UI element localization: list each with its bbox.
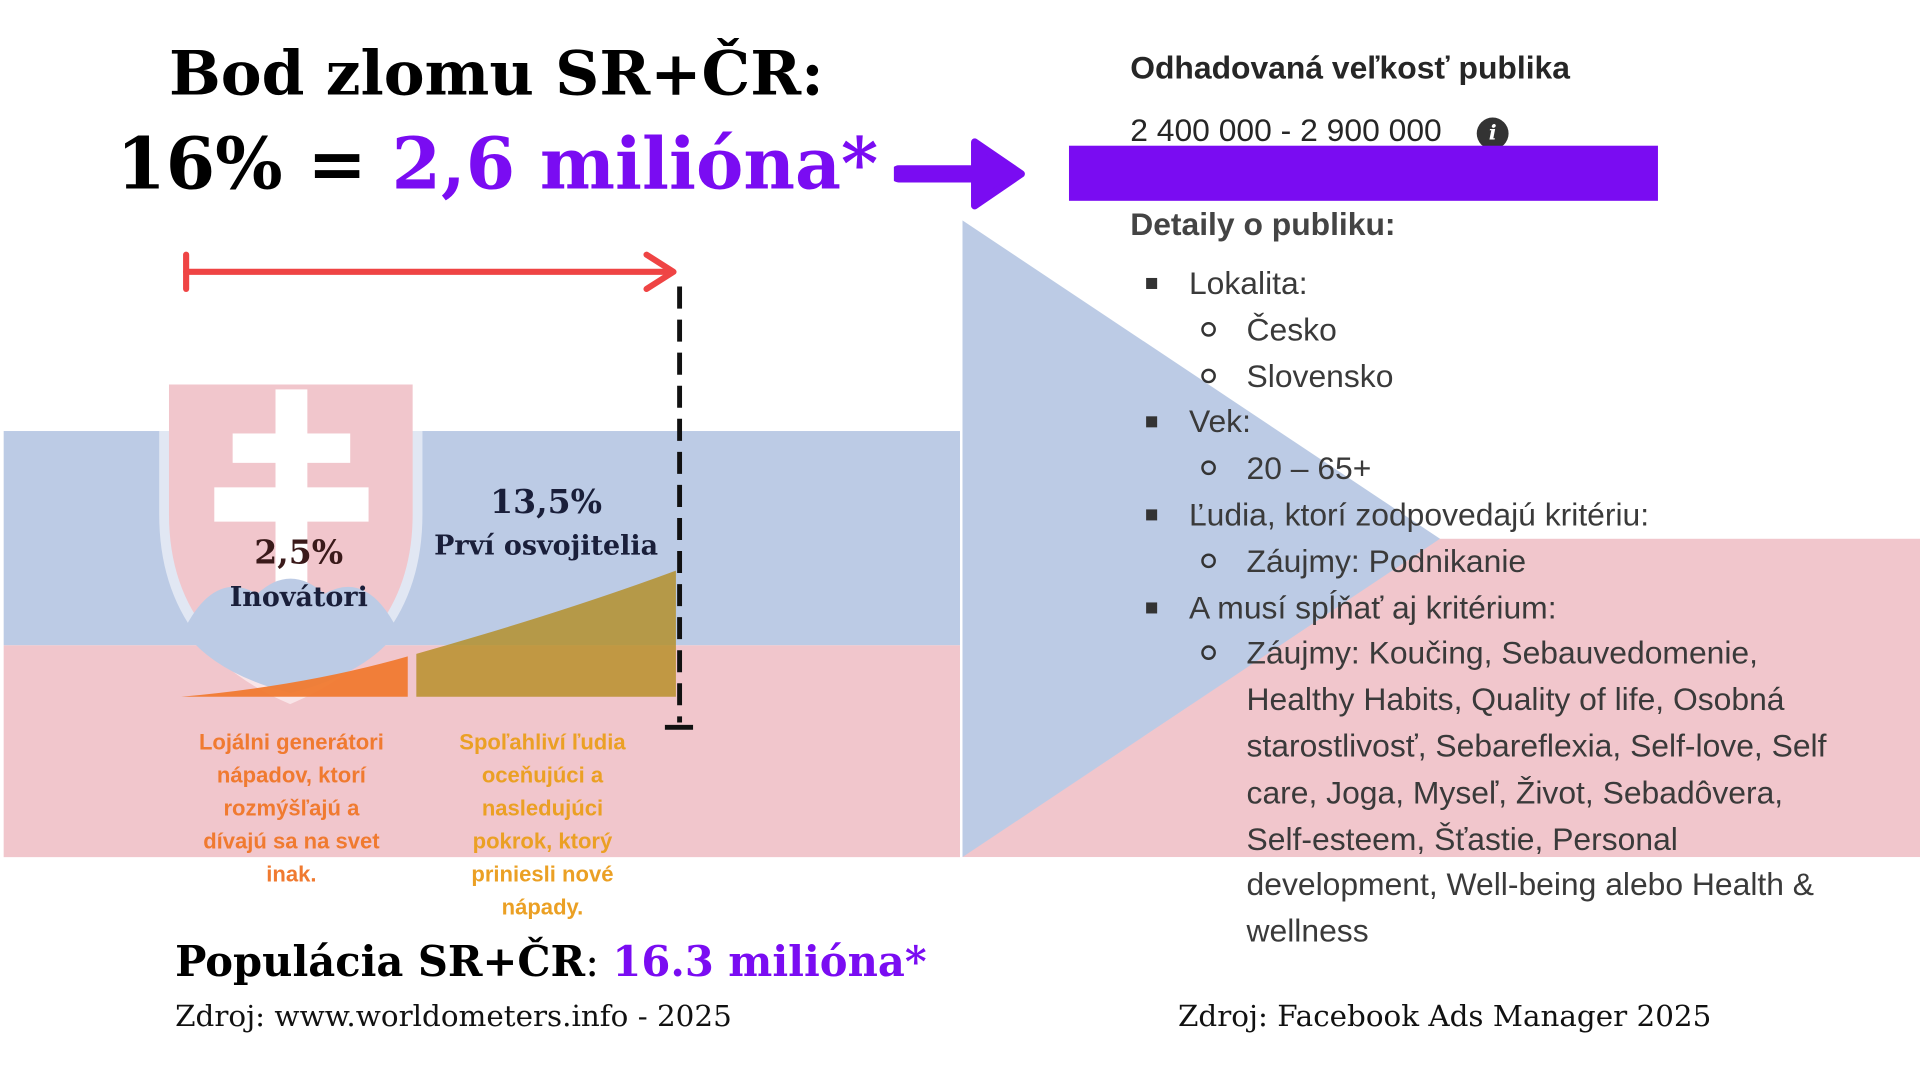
highlight-bar [1068,145,1658,201]
audience-list-item: Healthy Habits, Quality of life, Osobná [1246,681,1785,718]
bullet-square-icon [1146,416,1158,428]
innovators-label: Inovátori [229,581,368,614]
audience-list-item: Vek: [1188,403,1251,441]
bullet-square-icon [1146,601,1158,613]
innovators-description: Lojálni generátori nápadov, ktorí rozmýšľa… [175,726,408,891]
innovators-area [181,656,408,697]
source-left: Zdroj: www.worldometers.info - 2025 [175,999,732,1034]
description-line: nápady. [501,895,584,920]
early-adopters-description: Spoľahliví ľudia oceňujúci a nasledujúci po… [420,726,665,924]
bullet-circle-icon [1201,553,1216,568]
breakpoint-dashed-line [664,286,694,730]
audience-details-title: Detaily o publiku: [1130,205,1396,243]
bullet-square-icon [1146,277,1158,289]
headline-title: Bod zlomu SR+ČR: [168,36,824,109]
audience-size-range: 2 400 000 - 2 900 000 [1130,111,1442,149]
czech-flag [962,220,1920,858]
audience-list-item: development, Well-being alebo Health & [1246,866,1815,903]
early-adopters-area [416,570,676,697]
audience-list-item: 20 – 65+ [1246,449,1372,487]
bullet-circle-icon [1201,645,1216,661]
audience-list-item: Slovensko [1246,357,1394,394]
adoption-curve [181,570,676,697]
audience-list-item: Ľudia, ktorí zodpovedajú kritériu: [1188,495,1650,533]
breakpoint-percent: 16% = [116,122,392,206]
slovak-coat-of-arms [159,377,423,705]
description-line: oceňujúci a [481,762,604,788]
bullet-circle-icon [1201,368,1216,383]
population-value: 16.3 milióna* [612,937,927,987]
info-icon[interactable]: i [1476,117,1509,150]
innovators-percent: 2,5% [254,533,344,572]
description-line: dívajú sa na svet [203,828,380,854]
bullet-square-icon [1146,509,1158,521]
description-line: Lojálni generátori [198,729,384,755]
audience-list-item: A musí spĺňať aj kritérium: [1188,588,1557,626]
description-line: Spoľahliví ľudia [459,729,626,755]
breakpoint-value: 2,6 milióna* [391,122,879,206]
audience-list-item: Lokalita: [1188,264,1308,302]
description-line: rozmýšľajú a [223,795,360,821]
population-separator: : [585,937,613,987]
audience-list-item: Záujmy: Koučing, Sebauvedomenie, [1246,634,1759,672]
population-label: Populácia SR+ČR [175,937,586,987]
early-adopters-label: Prví osvojitelia [434,530,659,563]
arrow-right-icon [893,138,1025,210]
description-line: nasledujúci [481,795,604,821]
population-total: Populácia SR+ČR: 16.3 milióna* [175,938,926,987]
description-line: priniesli nové [471,862,614,887]
audience-list-item: starostlivosť, Sebareflexia, Self-love, … [1246,727,1827,765]
audience-list-item: Záujmy: Podnikanie [1246,542,1527,579]
description-line: nápadov, ktorí [216,762,366,788]
description-line: pokrok, ktorý [472,828,613,854]
bullet-circle-icon [1201,321,1216,337]
bullet-circle-icon [1201,460,1216,476]
audience-list-item: care, Joga, Myseľ, Život, Sebadôvera, [1246,773,1784,811]
double-headed-range-arrow [183,251,677,293]
headline-breakpoint: 16% = 2,6 milióna* [116,122,878,205]
audience-size-title: Odhadovaná veľkosť publika [1130,48,1570,86]
early-adopters-percent: 13,5% [490,483,603,522]
description-line: inak. [266,862,317,887]
audience-list-item: wellness [1246,912,1369,950]
audience-list-item: Česko [1246,310,1337,348]
audience-list-item: Self-esteem, Šťastie, Personal [1246,819,1678,857]
source-right: Zdroj: Facebook Ads Manager 2025 [1177,999,1712,1034]
